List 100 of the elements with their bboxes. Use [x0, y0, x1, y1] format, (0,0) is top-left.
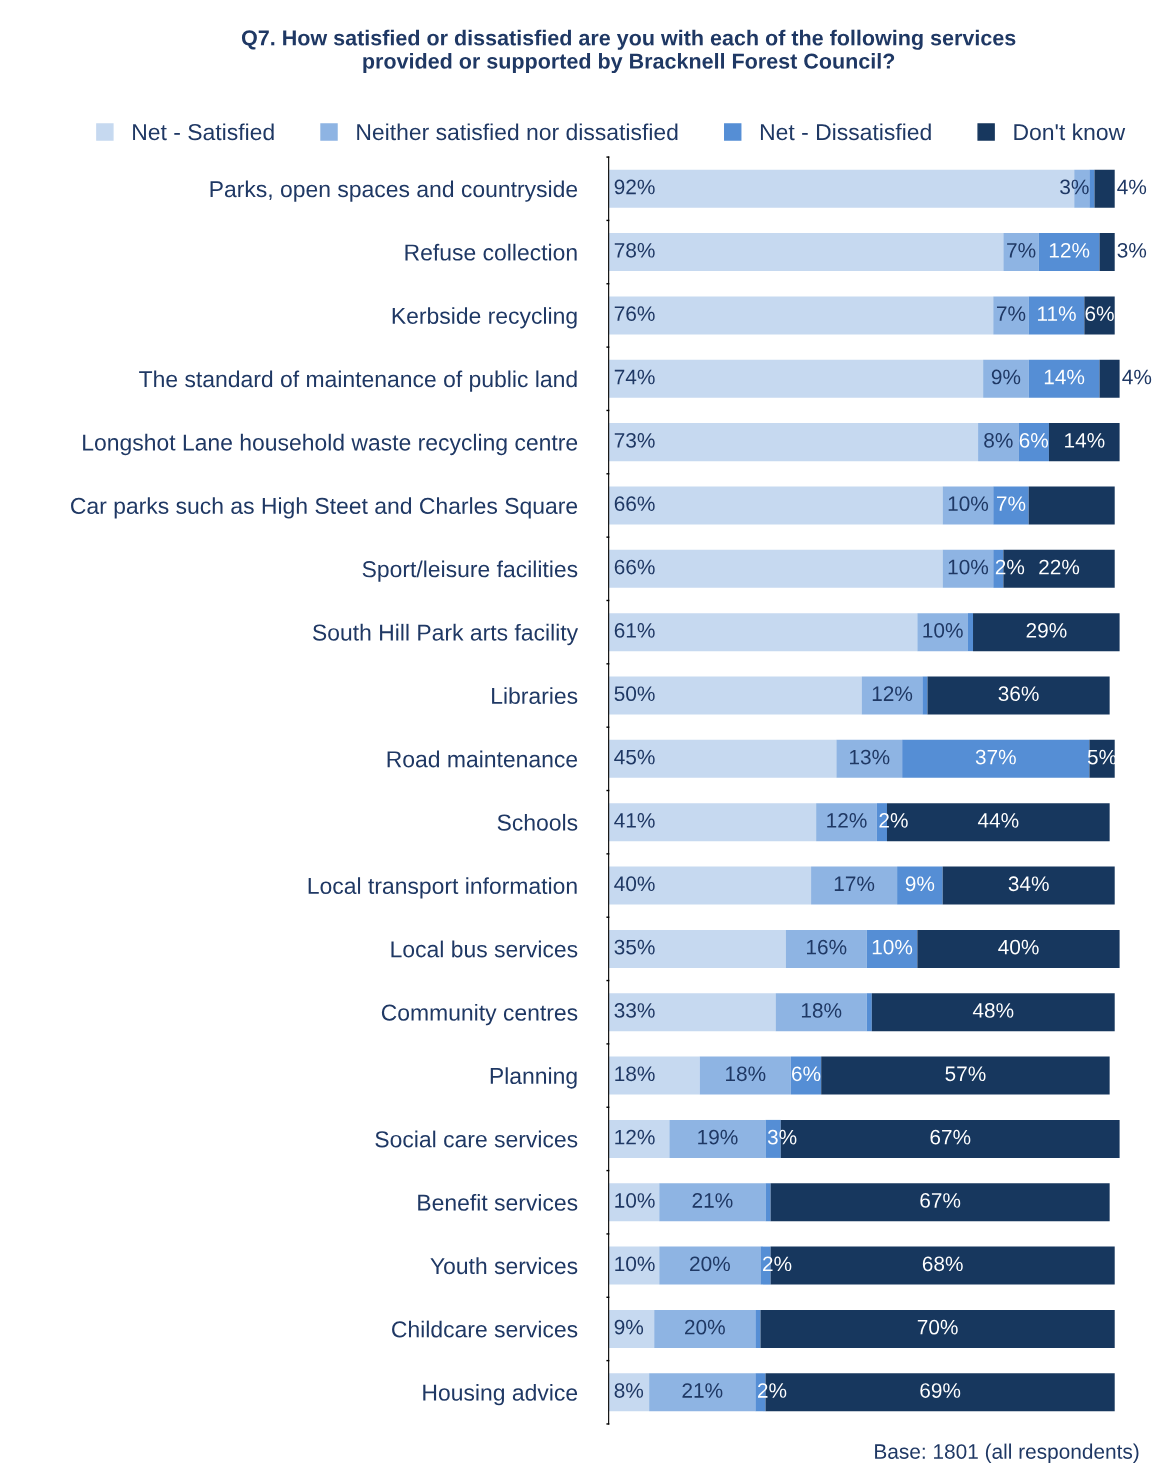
- data-label: 9%: [614, 1319, 644, 1335]
- data-label: 70%: [917, 1319, 958, 1335]
- data-label: 3%: [767, 1129, 797, 1145]
- data-label: 48%: [972, 1003, 1014, 1018]
- data-label: 10%: [615, 1256, 655, 1272]
- bar: [659, 1183, 766, 1222]
- bar: [785, 929, 867, 968]
- bar: [765, 1183, 771, 1222]
- bar: [608, 423, 979, 462]
- bar: [608, 929, 786, 968]
- data-label: 18%: [801, 1003, 842, 1018]
- data-label: 73%: [614, 432, 655, 448]
- bar: [942, 866, 1115, 905]
- data-label: 29%: [1026, 623, 1067, 638]
- data-label: 92%: [614, 179, 655, 195]
- data-label: 33%: [614, 1003, 655, 1018]
- data-label: 2%: [757, 1383, 787, 1398]
- data-label: 8%: [614, 1383, 644, 1398]
- y-tick-label: Planning: [490, 1067, 577, 1089]
- bar: [608, 359, 984, 398]
- y-tick-label: Housing advice: [423, 1383, 578, 1406]
- bar: [699, 1056, 791, 1095]
- data-label: 12%: [1049, 242, 1090, 258]
- bar: [608, 676, 862, 715]
- bar: [775, 993, 867, 1032]
- data-label: 10%: [872, 939, 913, 955]
- y-tick-label: Schools: [497, 813, 578, 831]
- bar: [659, 1246, 761, 1285]
- data-label: 12%: [872, 686, 913, 702]
- y-tick-label: Longshot Lane household waste recycling centre: [83, 433, 578, 456]
- bar: [866, 929, 918, 968]
- bar: [821, 1056, 1110, 1095]
- data-label: 21%: [692, 1193, 733, 1208]
- data-label: 8%: [984, 432, 1013, 448]
- data-label: 37%: [975, 749, 1016, 765]
- bar: [993, 486, 1029, 525]
- bar: [1094, 169, 1115, 208]
- bar: [967, 613, 974, 652]
- bar: [608, 296, 994, 335]
- data-label: 74%: [614, 369, 655, 385]
- y-tick-label: Community centres: [381, 1003, 578, 1026]
- legend-label: Net - Dissatisfied: [760, 123, 931, 141]
- bar: [1084, 296, 1115, 335]
- data-label: 4%: [1117, 179, 1147, 195]
- bar: [1089, 169, 1095, 208]
- y-tick-label: Refuse collection: [405, 243, 577, 261]
- bar: [608, 1119, 670, 1158]
- y-tick-label: Local bus services: [391, 940, 578, 958]
- y-tick-label: Car parks such as High Steet and Charles Square: [71, 497, 578, 519]
- data-label: 57%: [945, 1066, 986, 1082]
- bar: [902, 739, 1090, 778]
- y-tick-label: Youth services: [430, 1257, 578, 1275]
- bar: [1028, 296, 1085, 335]
- data-label: 10%: [948, 559, 989, 575]
- data-label: 18%: [615, 1066, 655, 1082]
- data-label: 40%: [614, 876, 655, 892]
- bar: [608, 1309, 655, 1348]
- bar: [917, 929, 1120, 968]
- legend-label: Net - Satisfied: [133, 123, 274, 141]
- y-tick-label: Local transport information: [308, 877, 577, 899]
- data-label: 2%: [995, 559, 1025, 575]
- y-tick-label: Social care services: [375, 1130, 578, 1148]
- bar: [861, 676, 923, 715]
- y-tick-label: The standard of maintenance of public land: [139, 370, 577, 392]
- data-label: 7%: [996, 496, 1026, 511]
- bar: [978, 423, 1019, 462]
- bar: [608, 739, 837, 778]
- y-tick-label: Sport/leisure facilities: [362, 560, 578, 582]
- bar: [608, 486, 943, 525]
- data-label: 11%: [1038, 306, 1076, 321]
- bar: [973, 613, 1120, 652]
- bar: [897, 866, 943, 905]
- data-label: 44%: [977, 813, 1019, 828]
- data-label: 3%: [1060, 179, 1089, 195]
- bar: [836, 739, 903, 778]
- data-label: 3%: [1117, 242, 1147, 258]
- data-label: 21%: [682, 1383, 723, 1398]
- data-label: 66%: [614, 496, 655, 512]
- bar: [811, 866, 898, 905]
- data-label: 10%: [615, 1193, 655, 1208]
- data-label: 18%: [726, 1066, 766, 1082]
- data-label: 7%: [1007, 243, 1036, 258]
- data-label: 19%: [698, 1129, 738, 1145]
- y-tick-label: South Hill Park arts facility: [312, 623, 579, 646]
- y-tick-label: Kerbside recycling: [392, 307, 577, 329]
- data-label: 34%: [1008, 876, 1049, 892]
- bar: [755, 1309, 761, 1348]
- data-label: 68%: [922, 1256, 963, 1272]
- data-label: 2%: [763, 1256, 792, 1272]
- data-label: 36%: [998, 686, 1039, 702]
- data-label: 9%: [905, 876, 935, 892]
- bar: [1048, 423, 1120, 462]
- data-label: 45%: [614, 749, 655, 765]
- data-label: 2%: [879, 813, 908, 828]
- data-label: 16%: [807, 939, 847, 955]
- data-label: 14%: [1044, 369, 1085, 385]
- bar: [942, 486, 994, 525]
- bar: [1099, 359, 1120, 398]
- data-label: 6%: [792, 1066, 821, 1082]
- data-label: 61%: [614, 623, 655, 638]
